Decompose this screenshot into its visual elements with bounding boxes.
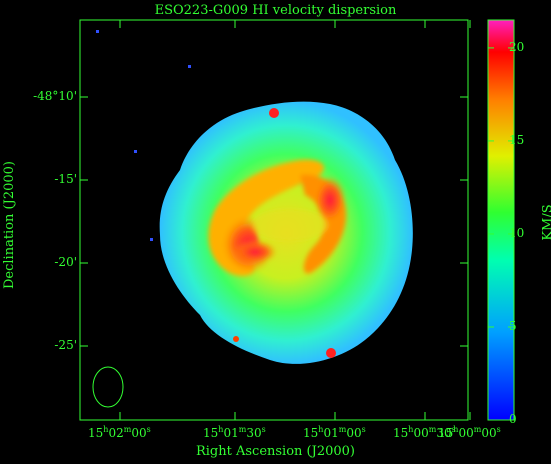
colorbar-tick-label: 15: [509, 132, 525, 147]
y-tick-label: -20': [54, 255, 77, 269]
x-tick-label: 15h02m00s: [88, 425, 151, 440]
x-tick-label: 15h00m30s: [393, 425, 456, 440]
colorbar-tick-label: 20: [509, 39, 525, 54]
y-tick-label: -48°10': [33, 89, 77, 103]
x-axis-title: Right Ascension (J2000): [195, 444, 355, 459]
colorbar-tick-label: 0: [509, 412, 517, 426]
x-tick-label: 15h00m00s: [438, 425, 501, 440]
y-tick-label: -25': [54, 338, 77, 352]
y-axis-title: Declination (J2000): [2, 161, 17, 289]
colorbar-tick-label: 10: [509, 225, 525, 240]
x-tick-label: 15h01m00s: [303, 425, 366, 440]
colorbar-title: KM/S: [540, 204, 551, 241]
plot-title: ESO223-G009 HI velocity dispersion: [154, 3, 397, 18]
colorbar-tick-label: 5: [509, 318, 517, 333]
plot-frame: [79, 19, 469, 421]
colorbar: [487, 19, 515, 421]
galaxy-image: [96, 30, 413, 364]
beam-ellipse: [92, 366, 124, 408]
y-tick-label: -15': [54, 172, 77, 186]
x-tick-label: 15h01m30s: [203, 425, 266, 440]
